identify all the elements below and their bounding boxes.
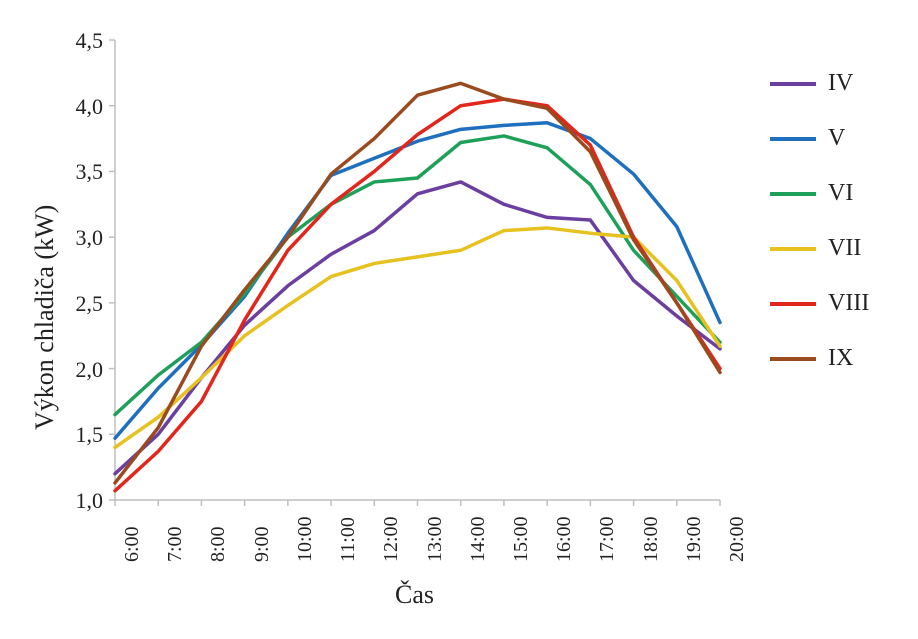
legend-swatch — [770, 137, 816, 141]
x-tick-label: 19:00 — [683, 516, 706, 562]
y-tick-label: 1,5 — [63, 422, 103, 448]
x-tick-label: 13:00 — [424, 516, 447, 562]
legend-swatch — [770, 247, 816, 251]
legend-item-VIII: VIII — [770, 290, 869, 317]
series-IX — [115, 83, 720, 483]
legend-swatch — [770, 302, 816, 306]
y-tick-label: 2,5 — [63, 291, 103, 317]
series-VIII — [115, 99, 720, 491]
y-tick-label: 1,0 — [63, 488, 103, 514]
legend-label: VIII — [828, 290, 869, 317]
legend-swatch — [770, 357, 816, 361]
y-tick-label: 2,0 — [63, 357, 103, 383]
x-axis-title: Čas — [395, 580, 434, 610]
x-tick-label: 9:00 — [251, 526, 274, 562]
x-tick-label: 17:00 — [596, 516, 619, 562]
y-tick-label: 3,5 — [63, 159, 103, 185]
legend-item-V: V — [770, 125, 869, 152]
legend-item-IX: IX — [770, 345, 869, 372]
legend-swatch — [770, 82, 816, 86]
legend-item-VII: VII — [770, 235, 869, 262]
legend-swatch — [770, 192, 816, 196]
y-axis-title: Výkon chladiča (kW) — [30, 205, 60, 430]
legend-item-VI: VI — [770, 180, 869, 207]
y-tick-label: 4,0 — [63, 94, 103, 120]
y-tick-label: 3,0 — [63, 225, 103, 251]
x-tick-label: 15:00 — [510, 516, 533, 562]
x-tick-label: 14:00 — [467, 516, 490, 562]
x-tick-label: 16:00 — [553, 516, 576, 562]
legend-label: VII — [828, 235, 861, 262]
line-chart: Výkon chladiča (kW) Čas IV V VI VII VIII IX 1… — [0, 0, 918, 639]
x-tick-label: 11:00 — [337, 517, 360, 562]
x-tick-label: 8:00 — [207, 526, 230, 562]
x-tick-label: 10:00 — [294, 516, 317, 562]
legend-label: VI — [828, 180, 853, 207]
legend-label: IX — [828, 345, 853, 372]
x-tick-label: 18:00 — [640, 516, 663, 562]
legend-label: V — [828, 125, 845, 152]
legend: IV V VI VII VIII IX — [770, 70, 869, 372]
x-tick-label: 20:00 — [726, 516, 749, 562]
y-tick-label: 4,5 — [63, 28, 103, 54]
x-tick-label: 12:00 — [380, 516, 403, 562]
x-tick-label: 7:00 — [164, 526, 187, 562]
legend-item-IV: IV — [770, 70, 869, 97]
x-tick-label: 6:00 — [121, 526, 144, 562]
legend-label: IV — [828, 70, 853, 97]
